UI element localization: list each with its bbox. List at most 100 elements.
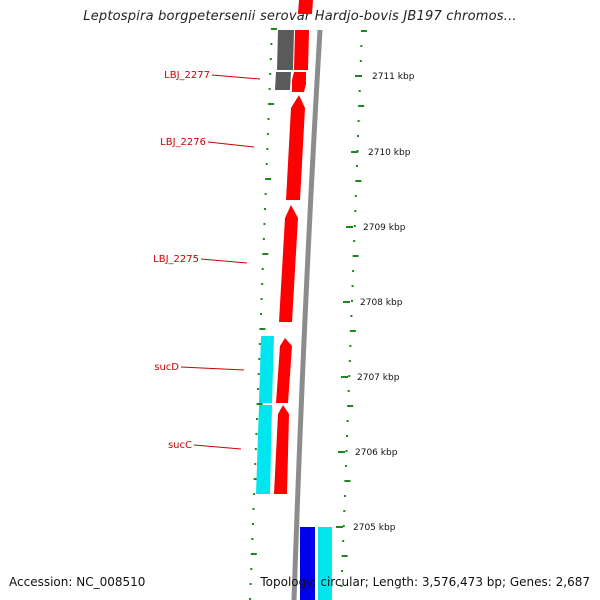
inner-tick-mark	[357, 135, 360, 137]
leader-line	[193, 444, 242, 450]
scale-tick-mark	[338, 451, 345, 453]
inner-tick-mark	[352, 270, 355, 272]
gene-lbj-2276[interactable]	[286, 95, 305, 200]
outer-tick-mark	[254, 448, 257, 450]
outer-tick-mark	[249, 583, 252, 585]
gene-label[interactable]: sucD	[154, 362, 179, 373]
outer-tick-mark	[270, 43, 273, 45]
leader-line	[207, 141, 255, 148]
scale-tick-mark	[355, 75, 362, 77]
outer-tick-mark	[260, 313, 263, 315]
scale-tick-mark	[336, 526, 343, 528]
topology-info-text: Topology: circular; Length: 3,576,473 bp…	[260, 575, 590, 589]
gene-succ-track[interactable]	[256, 405, 272, 494]
inner-tick-mark	[346, 435, 349, 437]
gray-feature-block[interactable]	[277, 30, 294, 70]
backbone-ring	[291, 29, 323, 600]
gene-block[interactable]	[294, 30, 309, 70]
inner-tick-mark	[353, 240, 356, 242]
outer-tick-mark	[266, 148, 269, 150]
inner-tick-mark	[357, 120, 360, 122]
outer-tick-mark	[257, 373, 260, 375]
inner-tick-mark	[343, 495, 346, 497]
outer-tick-mark	[264, 193, 267, 195]
outer-tick-mark	[257, 388, 260, 390]
label-leaders	[180, 74, 261, 450]
inner-tick-mark	[348, 375, 351, 377]
scale-label: 2705 kbp	[353, 523, 396, 533]
gene-block[interactable]	[292, 72, 306, 92]
leader-line	[200, 258, 248, 264]
outer-tick-mark	[269, 73, 272, 75]
outer-tick-mark	[251, 538, 254, 540]
inner-tick-mark	[358, 105, 365, 107]
outer-tick-mark	[258, 343, 261, 345]
inner-tick-mark	[358, 90, 361, 92]
outer-tick-mark	[265, 163, 268, 165]
inner-tick-mark	[359, 60, 362, 62]
outer-tick-mark	[258, 358, 261, 360]
leader-line	[180, 366, 245, 371]
scale-label: 2706 kbp	[355, 448, 398, 458]
scale-tick-mark	[341, 376, 348, 378]
inner-tick-mark	[341, 555, 348, 557]
outer-tick-mark	[270, 28, 277, 30]
inner-tick-mark	[344, 480, 351, 482]
inner-tick-mark	[351, 300, 353, 302]
outer-tick-mark	[250, 568, 253, 570]
scale-label: 2707 kbp	[357, 373, 400, 383]
inner-tick-mark	[360, 30, 367, 32]
inner-tick-mark	[360, 45, 363, 47]
gene-label[interactable]: LBJ_2276	[160, 137, 206, 148]
outer-tick-mark	[253, 493, 256, 495]
outer-tick-mark	[260, 298, 263, 300]
inner-tick-ring	[340, 30, 367, 587]
inner-tick-mark	[346, 420, 349, 422]
outer-tick-mark	[263, 223, 266, 225]
outer-tick-mark	[261, 283, 264, 285]
inner-tick-mark	[354, 195, 357, 197]
inner-tick-mark	[347, 405, 354, 407]
inner-tick-mark	[347, 390, 350, 392]
inner-tick-mark	[351, 285, 354, 287]
inner-tick-mark	[349, 330, 356, 332]
outer-tick-mark	[265, 178, 272, 180]
inner-tick-mark	[342, 525, 345, 527]
gene-sucd[interactable]	[276, 338, 292, 403]
outer-tick-mark	[268, 103, 275, 105]
inner-tick-mark	[353, 225, 356, 227]
outer-tick-mark	[251, 523, 254, 525]
inner-tick-mark	[344, 465, 347, 467]
leader-line	[211, 74, 261, 80]
inner-tick-mark	[342, 540, 345, 542]
accession-text: Accession: NC_008510	[9, 575, 146, 589]
scale-label-group: 2711 kbp 2710 kbp 2709 kbp 2708 kbp 2707 kbp…	[336, 72, 415, 533]
outer-tick-mark	[268, 88, 271, 90]
gray-feature-block[interactable]	[275, 72, 291, 90]
inner-tick-mark	[352, 255, 359, 257]
gene-block[interactable]	[318, 527, 332, 600]
outer-tick-mark	[255, 433, 258, 435]
feature-track	[256, 0, 332, 600]
inner-tick-mark	[355, 180, 362, 182]
gene-label[interactable]: LBJ_2275	[153, 254, 199, 265]
outer-tick-mark	[264, 208, 267, 210]
outer-tick-mark	[255, 418, 258, 420]
gene-label[interactable]: LBJ_2277	[164, 70, 210, 81]
gene-block[interactable]	[298, 0, 313, 14]
inner-tick-mark	[341, 570, 344, 572]
scale-label: 2710 kbp	[368, 148, 411, 158]
gene-succ[interactable]	[274, 405, 289, 494]
outer-tick-mark	[249, 598, 252, 600]
gene-label[interactable]: sucC	[168, 440, 192, 451]
outer-tick-mark	[259, 328, 266, 330]
scale-label: 2708 kbp	[360, 298, 403, 308]
gene-sucd-track[interactable]	[259, 336, 274, 403]
gene-lbj-2275[interactable]	[279, 205, 298, 322]
scale-tick-mark	[343, 301, 350, 303]
inner-tick-mark	[355, 165, 358, 167]
outer-tick-mark	[252, 508, 255, 510]
blue-feature-block[interactable]	[300, 527, 315, 600]
